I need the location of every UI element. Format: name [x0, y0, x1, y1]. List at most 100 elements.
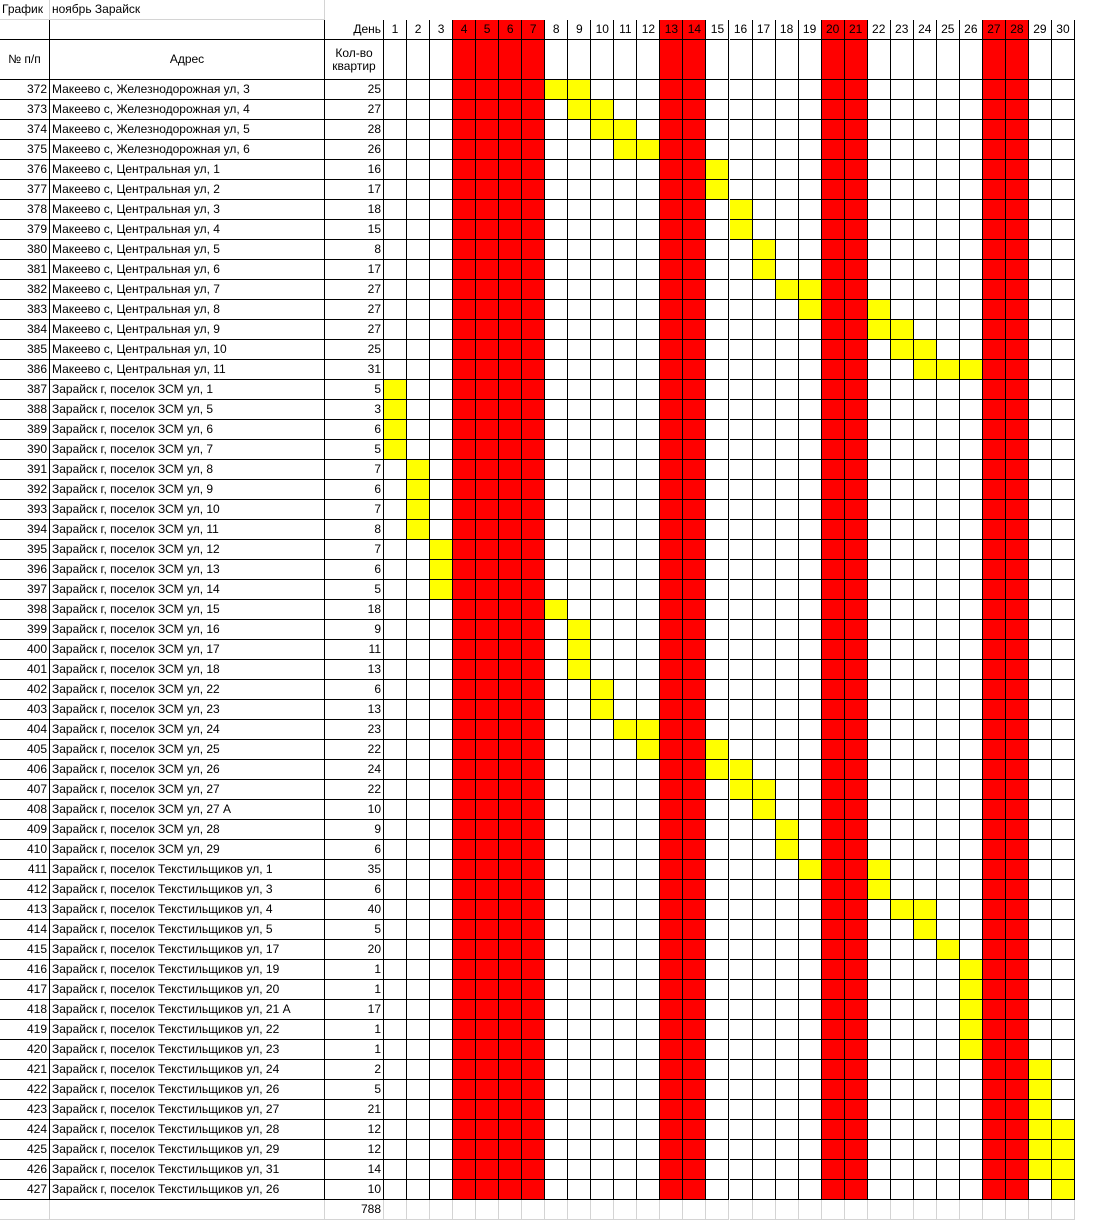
grid-cell	[844, 1100, 868, 1120]
grid-cell	[660, 1160, 684, 1180]
grid-cell	[430, 440, 454, 460]
scheduled-day	[775, 280, 799, 300]
grid-cell	[729, 840, 753, 860]
grid-cell	[522, 840, 546, 860]
grid-cell	[545, 400, 569, 420]
grid-cell	[545, 100, 569, 120]
grid-cell	[683, 360, 707, 380]
grid-cell	[913, 460, 937, 480]
grid-cell	[683, 980, 707, 1000]
grid-cell	[637, 300, 661, 320]
grid-cell	[706, 560, 730, 580]
grid-cell	[821, 600, 845, 620]
grid-cell	[568, 900, 592, 920]
grid-cell	[982, 140, 1006, 160]
grid-cell	[798, 80, 822, 100]
grid-cell	[614, 860, 638, 880]
grid-cell	[637, 800, 661, 820]
count: 7	[325, 540, 384, 560]
day-header: 5	[476, 20, 500, 40]
grid-cell	[775, 660, 799, 680]
grid-cell	[453, 700, 477, 720]
grid-cell	[890, 580, 914, 600]
blank	[545, 1200, 569, 1220]
row-number: 380	[0, 240, 50, 260]
grid-cell	[499, 180, 523, 200]
grid-cell	[982, 1120, 1006, 1140]
grid-cell	[614, 420, 638, 440]
grid-cell	[729, 900, 753, 920]
scheduled-day	[890, 900, 914, 920]
row-number: 387	[0, 380, 50, 400]
grid-cell	[775, 620, 799, 640]
header-blank	[50, 20, 325, 40]
grid-cell	[729, 820, 753, 840]
count: 10	[325, 1180, 384, 1200]
row-number: 382	[0, 280, 50, 300]
grid-cell	[913, 140, 937, 160]
grid-cell	[798, 680, 822, 700]
address: Зарайск г, поселок ЗСМ ул, 24	[50, 720, 325, 740]
grid-cell	[913, 840, 937, 860]
grid-cell	[430, 700, 454, 720]
grid-cell	[867, 560, 891, 580]
grid-cell	[844, 880, 868, 900]
grid-cell	[1005, 960, 1029, 980]
grid-cell	[706, 800, 730, 820]
grid-cell	[867, 1080, 891, 1100]
address: Макеево с, Железнодорожная ул, 3	[50, 80, 325, 100]
grid-cell	[430, 920, 454, 940]
grid-cell	[545, 680, 569, 700]
grid-cell	[660, 640, 684, 660]
grid-cell	[982, 160, 1006, 180]
grid-cell	[637, 340, 661, 360]
grid-cell	[430, 500, 454, 520]
grid-cell	[890, 180, 914, 200]
grid-cell	[982, 100, 1006, 120]
grid-cell	[476, 320, 500, 340]
grid-cell	[614, 400, 638, 420]
grid-cell	[752, 1120, 776, 1140]
grid-cell	[821, 640, 845, 660]
grid-cell	[522, 140, 546, 160]
grid-cell	[1028, 720, 1052, 740]
grid-cell	[913, 1120, 937, 1140]
grid-cell	[729, 540, 753, 560]
grid-cell	[614, 980, 638, 1000]
grid-cell	[1005, 1060, 1029, 1080]
grid-cell	[660, 120, 684, 140]
grid-cell	[430, 860, 454, 880]
grid-cell	[499, 940, 523, 960]
grid-cell	[476, 240, 500, 260]
grid-cell	[867, 120, 891, 140]
grid-cell	[775, 780, 799, 800]
day-label: День	[325, 20, 384, 40]
grid-cell	[453, 940, 477, 960]
grid-cell	[867, 740, 891, 760]
grid-cell	[1028, 440, 1052, 460]
grid-cell	[936, 300, 960, 320]
grid-cell	[1005, 720, 1029, 740]
grid-cell	[384, 660, 408, 680]
grid-cell	[407, 440, 431, 460]
grid-cell	[545, 1100, 569, 1120]
grid-cell	[706, 420, 730, 440]
grid-cell	[752, 500, 776, 520]
grid-cell	[476, 120, 500, 140]
grid-cell	[1005, 700, 1029, 720]
grid-cell	[453, 1100, 477, 1120]
grid-cell	[545, 40, 569, 80]
grid-cell	[729, 320, 753, 340]
address: Макеево с, Центральная ул, 4	[50, 220, 325, 240]
grid-cell	[844, 660, 868, 680]
column-header: Кол-во квартир	[325, 40, 384, 80]
grid-cell	[407, 660, 431, 680]
grid-cell	[522, 1080, 546, 1100]
grid-cell	[683, 600, 707, 620]
grid-cell	[982, 200, 1006, 220]
grid-cell	[775, 1180, 799, 1200]
address: Макеево с, Центральная ул, 7	[50, 280, 325, 300]
grid-cell	[798, 640, 822, 660]
grid-cell	[568, 380, 592, 400]
row-number: 393	[0, 500, 50, 520]
